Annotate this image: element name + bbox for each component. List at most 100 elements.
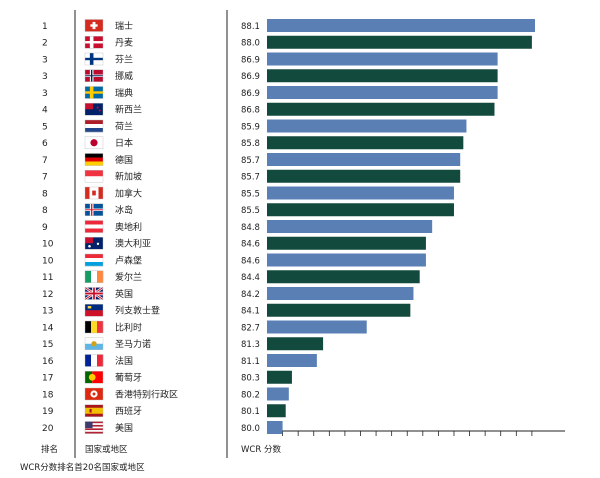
norway-flag-icon: [84, 69, 104, 82]
score-label: 80.3: [241, 374, 260, 384]
netherlands-flag-icon: [84, 119, 104, 133]
country-name: 瑞典: [115, 87, 133, 99]
score-bar: [267, 337, 324, 351]
new-zealand-flag-icon: [84, 103, 104, 116]
iceland-flag-icon: [84, 203, 104, 216]
rank-label: 3: [42, 72, 48, 82]
score-bar: [267, 69, 498, 83]
rank-label: 10: [42, 256, 54, 266]
hong-kong-flag-icon: [84, 387, 104, 401]
country-name: 新西兰: [115, 104, 142, 116]
score-bar: [267, 203, 454, 217]
score-bar: [267, 370, 292, 384]
score-header: WCR 分数: [241, 444, 281, 455]
rank-label: 18: [42, 390, 54, 400]
rank-label: 2: [42, 39, 48, 49]
sweden-flag-icon: [84, 86, 104, 99]
score-bar: [267, 387, 289, 401]
rank-label: 5: [42, 122, 48, 132]
score-label: 85.7: [241, 173, 260, 183]
score-label: 86.9: [241, 72, 260, 82]
country-name: 新加坡: [115, 171, 142, 183]
score-label: 85.5: [241, 189, 260, 199]
score-bar: [267, 421, 283, 434]
score-bar: [267, 287, 414, 300]
score-label: 84.6: [241, 256, 260, 266]
singapore-flag-icon: [84, 170, 104, 183]
rank-label: 7: [42, 173, 48, 183]
rank-label: 12: [42, 290, 53, 300]
country-name: 法国: [115, 355, 133, 367]
country-name: 瑞士: [115, 20, 133, 32]
score-label: 88.1: [241, 22, 260, 32]
score-bar: [267, 102, 495, 116]
rank-label: 3: [42, 89, 48, 99]
finland-flag-icon: [84, 52, 104, 66]
country-name: 丹麦: [115, 37, 133, 49]
rank-label: 20: [42, 424, 54, 434]
rank-label: 11: [42, 273, 53, 283]
score-label: 85.8: [241, 139, 260, 149]
germany-flag-icon: [84, 153, 104, 166]
country-name: 葡萄牙: [115, 372, 142, 384]
switzerland-flag-icon: [84, 19, 104, 32]
score-label: 84.2: [241, 290, 260, 300]
country-name: 卢森堡: [115, 254, 142, 266]
score-bar: [267, 303, 411, 317]
score-label: 86.9: [241, 55, 260, 65]
country-name: 西班牙: [115, 405, 142, 417]
score-bar: [267, 19, 535, 32]
rank-label: 13: [42, 307, 53, 317]
country-name: 圣马力诺: [115, 338, 151, 350]
score-label: 88.0: [241, 39, 260, 49]
score-label: 84.8: [241, 223, 260, 233]
score-bar: [267, 136, 464, 150]
score-bar: [267, 236, 426, 250]
canada-flag-icon: [84, 186, 104, 200]
australia-flag-icon: [84, 237, 104, 250]
rank-label: 6: [42, 139, 48, 149]
country-name: 爱尔兰: [115, 271, 142, 283]
score-label: 82.7: [241, 323, 260, 333]
score-label: 80.0: [241, 424, 260, 434]
country-name: 德国: [115, 154, 133, 166]
score-bar: [267, 119, 467, 133]
score-bar: [267, 253, 426, 267]
score-label: 85.5: [241, 206, 260, 216]
score-label: 86.9: [241, 89, 260, 99]
x-axis-ticks: [282, 431, 533, 436]
score-bar: [267, 86, 498, 99]
spain-flag-icon: [84, 404, 104, 417]
luxembourg-flag-icon: [84, 253, 104, 267]
score-label: 84.6: [241, 240, 260, 250]
san-marino-flag-icon: [84, 337, 104, 350]
score-bar: [267, 52, 498, 66]
rank-label: 3: [42, 55, 48, 65]
chart-rows: 1 瑞士 88.1 2 丹麦 88.0 3 芬兰 86.9 3 挪威 86.9 3 瑞典 86.9 4 新西兰 8…: [42, 19, 535, 434]
rank-label: 17: [42, 374, 53, 384]
country-header: 国家或地区: [85, 444, 128, 455]
country-name: 比利时: [115, 321, 142, 333]
belgium-flag-icon: [84, 320, 104, 334]
japan-flag-icon: [84, 136, 104, 149]
score-bar: [267, 320, 367, 334]
rank-label: 7: [42, 156, 48, 166]
score-bar: [267, 186, 454, 200]
rank-label: 1: [42, 22, 48, 32]
country-name: 澳大利亚: [115, 238, 151, 250]
score-bar: [267, 153, 461, 166]
ireland-flag-icon: [84, 270, 104, 283]
score-label: 85.9: [241, 122, 260, 132]
country-name: 奥地利: [115, 221, 142, 233]
denmark-flag-icon: [84, 36, 104, 49]
country-name: 冰岛: [115, 204, 133, 216]
rank-label: 10: [42, 240, 54, 250]
liechtenstein-flag-icon: [84, 304, 104, 317]
country-name: 芬兰: [115, 53, 133, 65]
score-label: 80.2: [241, 390, 260, 400]
rank-header: 排名: [41, 444, 58, 455]
score-bar: [267, 35, 532, 49]
rank-label: 16: [42, 357, 54, 367]
country-name: 英国: [115, 288, 133, 300]
score-label: 80.1: [241, 407, 260, 417]
